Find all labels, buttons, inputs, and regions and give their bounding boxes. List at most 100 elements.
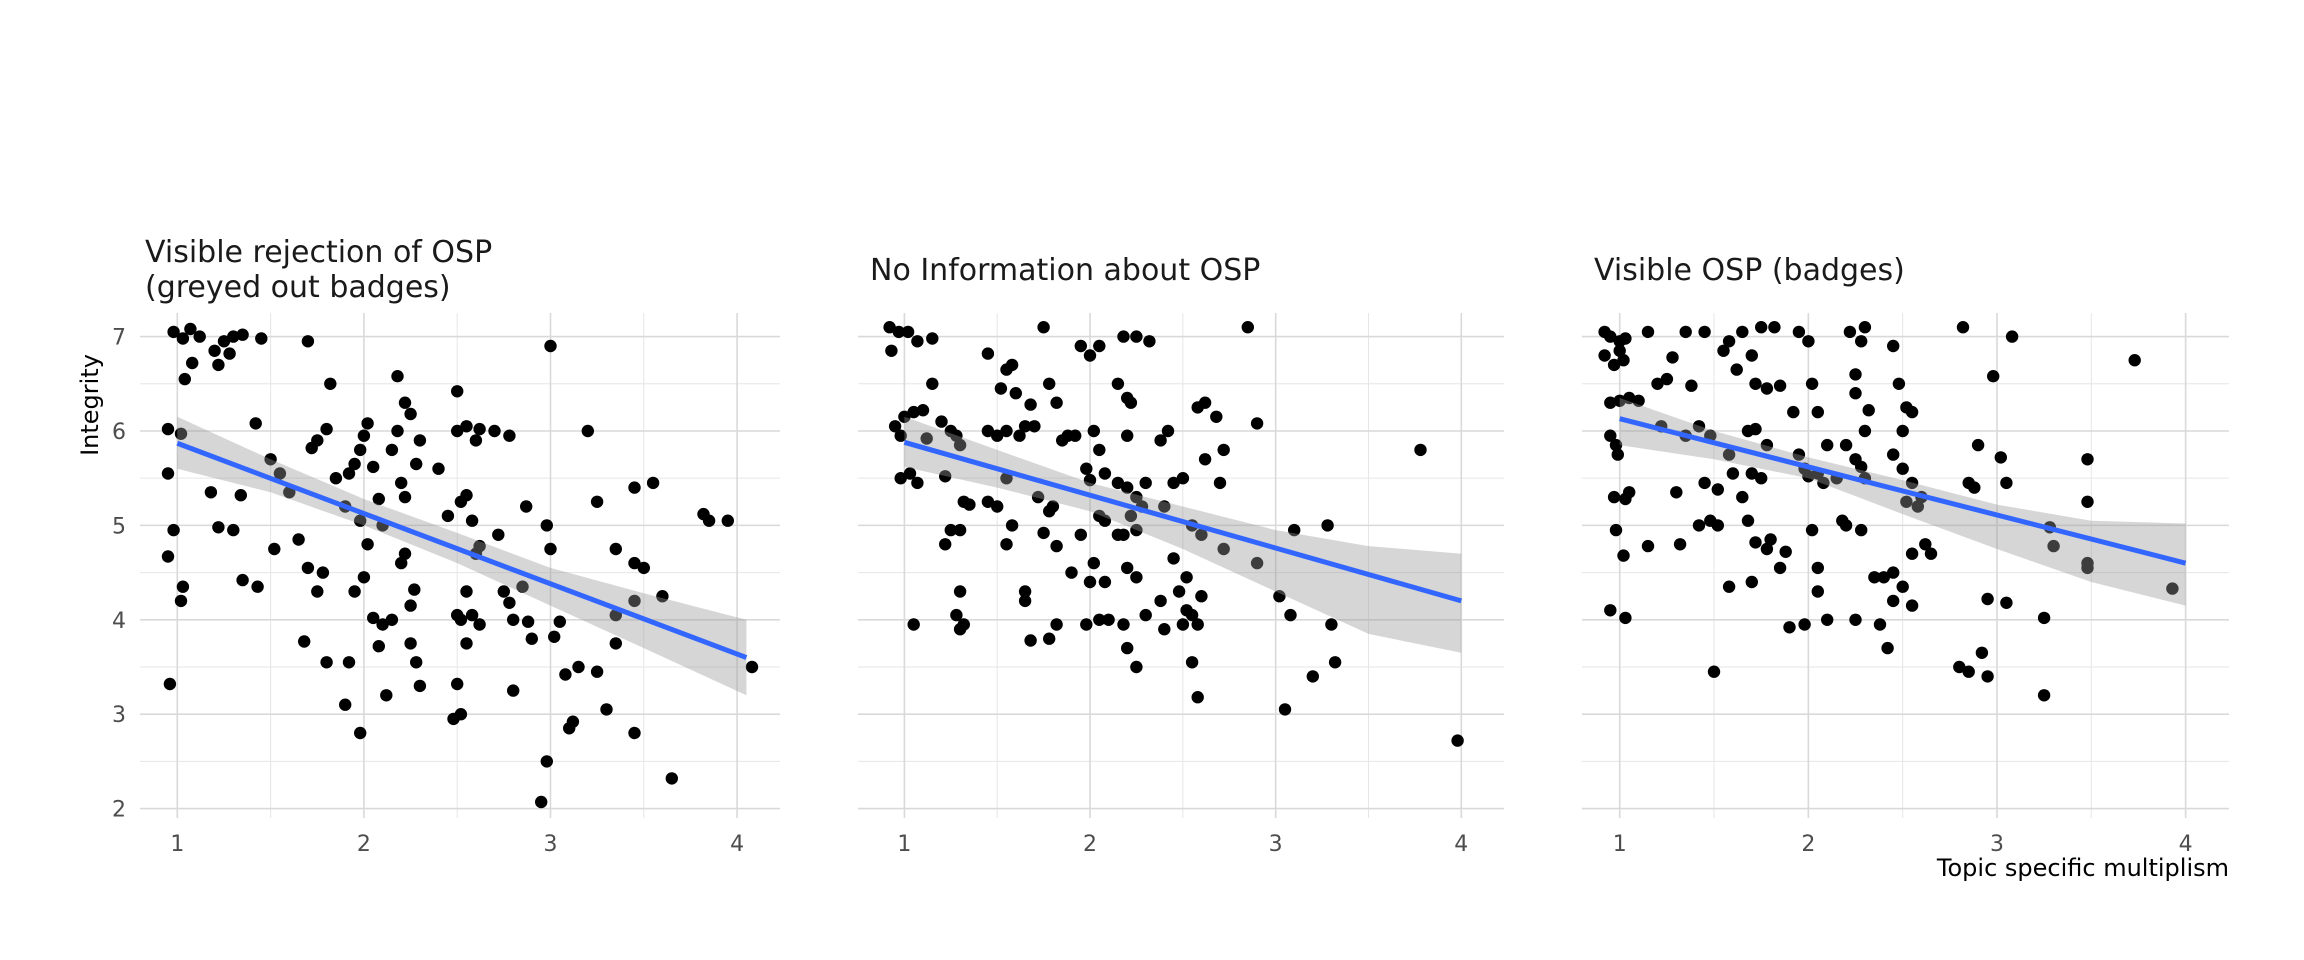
panel-3-data-point <box>1849 613 1862 626</box>
panel-1-data-point <box>161 550 175 563</box>
panel-3-data-point <box>1666 351 1679 364</box>
panel-2-data-point <box>1000 538 1013 551</box>
panel-1-data-point <box>391 370 404 383</box>
panel-1: Visible rejection of OSP (greyed out bad… <box>112 235 780 857</box>
panel-1-data-point <box>628 481 641 494</box>
panel-1-data-point <box>497 585 510 598</box>
panel-2-data-point <box>1080 462 1093 475</box>
panel-1-data-point <box>320 656 333 669</box>
panel-3-data-point <box>2000 596 2013 609</box>
panel-1-data-point <box>465 514 479 527</box>
panel-2-data-point <box>1087 424 1101 438</box>
panel-2-trend-line <box>903 439 1462 604</box>
panel-1-data-point <box>163 677 177 691</box>
panel-3-data-point <box>1749 377 1762 390</box>
panel-2-data-point <box>911 335 924 348</box>
panel-3-data-point <box>1896 424 1909 438</box>
panel-3-data-point <box>1679 325 1692 339</box>
panel-2-data-point <box>1130 660 1143 674</box>
panel-1-data-point <box>473 618 486 631</box>
panel-2-data-point <box>1117 330 1130 343</box>
panel-2-data-point <box>911 476 924 490</box>
panel-1-data-point <box>581 424 594 438</box>
panel-1-data-point <box>540 519 553 532</box>
panel-2-data-point <box>1158 623 1171 636</box>
panel-2-data-point <box>991 500 1004 513</box>
panel-3-data-point <box>1779 545 1792 558</box>
panel-3-data-point <box>1802 335 1815 348</box>
panel-2-data-point <box>1198 453 1212 466</box>
panel-1-data-point <box>503 596 516 609</box>
panel-1-data-point <box>251 580 264 593</box>
panel-2-data-point <box>1050 396 1063 409</box>
panel-3-data-point <box>1613 344 1626 357</box>
panel-2-data-point <box>981 424 995 438</box>
panel-2-data-point <box>1087 556 1101 570</box>
panel-3-data-point <box>1881 641 1894 655</box>
panel-3-data-point <box>1858 321 1872 334</box>
panel-3-data-point <box>1896 580 1909 593</box>
panel-2-x-tick-label: 3 <box>1269 832 1283 857</box>
panel-1-data-point <box>184 322 197 336</box>
panel-3-data-point <box>1604 604 1617 617</box>
panel-1-data-point <box>301 335 315 348</box>
panel-1-data-point <box>702 514 716 527</box>
panel-3-data-point <box>1811 585 1825 598</box>
panel-3-data-point <box>1722 580 1736 593</box>
panel-2-data-point <box>1130 523 1143 537</box>
panel-3-data-point <box>1611 448 1625 461</box>
panel-3-data-point <box>1760 382 1774 395</box>
panel-2-data-point <box>939 538 952 551</box>
panel-2-data-point <box>1176 472 1190 485</box>
panel-1-data-point <box>465 608 479 622</box>
panel-2-data-point <box>1065 566 1078 579</box>
panel-3-data-point <box>2000 476 2013 490</box>
panel-3-data-point <box>1692 420 1706 433</box>
panel-2-data-point <box>957 495 970 508</box>
panel-3-data-point <box>1717 344 1730 357</box>
panel-2-data-point <box>1037 321 1050 334</box>
panel-2-data-point <box>907 405 920 419</box>
panel-1-data-point <box>385 613 399 626</box>
panel-1-x-tick-label: 2 <box>357 832 371 857</box>
panel-3-data-point <box>1619 332 1632 345</box>
panel-1-data-point <box>410 457 423 471</box>
panel-3-data-point <box>1994 451 2008 464</box>
panel-2-data-point <box>1121 641 1134 655</box>
panel-1-x-tick-label: 1 <box>170 832 184 857</box>
panel-3-data-point <box>1900 495 1913 508</box>
panel-1-data-point <box>460 420 473 433</box>
panel-3-data-point <box>1619 492 1632 506</box>
panel-3-data-point <box>1887 594 1900 608</box>
panel-3-data-point <box>1911 500 1925 513</box>
panel-3-x-tick-label: 1 <box>1613 832 1627 857</box>
panel-3-data-point <box>1760 438 1774 452</box>
panel-3-data-point <box>1849 368 1862 381</box>
panel-1-data-point <box>234 489 247 502</box>
panel-2-data-point <box>1172 585 1186 598</box>
panel-2-data-point <box>1185 608 1199 622</box>
panel-3-data-point <box>1773 379 1787 392</box>
panel-3-data-point <box>1736 490 1749 504</box>
panel-1-data-point <box>559 668 572 681</box>
panel-2-data-point <box>903 467 917 480</box>
panel-3-data-point <box>1962 665 1975 678</box>
panel-1-data-point <box>656 590 669 603</box>
panel-2-data-point <box>1278 703 1292 716</box>
panel-3-data-point <box>1887 448 1900 461</box>
panel-2-data-point <box>1013 429 1026 442</box>
panel-2-confidence-band <box>904 416 1462 653</box>
panel-2-data-point <box>1018 585 1032 598</box>
panel-3-data-point <box>1755 472 1768 485</box>
panel-2-data-point <box>907 618 920 631</box>
panel-2-data-point <box>1176 618 1190 631</box>
panel-2-data-point <box>1043 632 1056 645</box>
panel-2-data-point <box>953 585 967 598</box>
panel-1-data-point <box>469 434 483 447</box>
panel-3-data-point <box>1604 396 1617 409</box>
panel-3-data-point <box>1971 438 1985 452</box>
panel-3-data-point <box>1849 387 1862 400</box>
panel-1-data-point <box>342 656 356 669</box>
panel-3-x-tick-label: 3 <box>1990 832 2004 857</box>
panel-2-data-point <box>1009 387 1022 400</box>
